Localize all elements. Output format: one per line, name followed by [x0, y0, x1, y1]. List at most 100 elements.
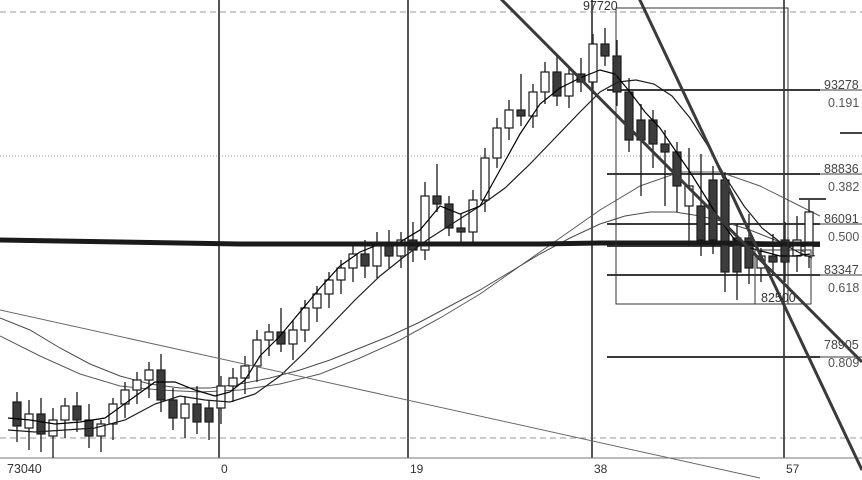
ma-short-line — [7, 69, 811, 425]
candle-body-49 — [600, 43, 610, 57]
candle-5 — [72, 392, 82, 432]
candle-body-27 — [336, 267, 346, 281]
candle-1 — [24, 400, 34, 450]
candle-28 — [348, 244, 358, 282]
candle-17 — [216, 376, 226, 424]
candle-11 — [144, 362, 154, 398]
candle-53 — [648, 110, 658, 168]
candle-57 — [696, 154, 706, 256]
candle-body-26 — [324, 279, 334, 295]
candle-body-1 — [24, 413, 34, 429]
candle-15 — [192, 386, 202, 434]
candle-body-29 — [360, 253, 370, 267]
ma-very-long-path — [0, 237, 820, 247]
vertical-gridlines — [0, 0, 862, 459]
candle-body-30 — [372, 245, 382, 267]
ma-outer-path — [0, 171, 821, 393]
x-tick-38: 38 — [594, 462, 608, 476]
candle-body-13 — [168, 399, 178, 419]
candle-24 — [300, 300, 310, 342]
selection-box[interactable] — [754, 249, 812, 305]
ma-medium-line — [7, 79, 813, 433]
fib-ratio-0618: 0.618 — [828, 281, 860, 295]
candle-body-51 — [624, 91, 634, 141]
fib-price-0618: 83347 — [824, 263, 859, 277]
candle-body-11 — [144, 369, 154, 381]
ma-short-path — [7, 69, 811, 425]
candle-body-66 — [804, 211, 814, 257]
candle-19 — [240, 356, 250, 394]
fib-ratio-0382: 0.382 — [828, 180, 860, 194]
trendline-support[interactable] — [0, 309, 761, 479]
fib-ratio-0500: 0.500 — [828, 230, 860, 244]
candle-63 — [768, 234, 778, 276]
candle-body-7 — [96, 423, 106, 437]
candle-39 — [480, 148, 490, 212]
top-price-annotation: 97720 — [583, 0, 618, 13]
candle-body-24 — [300, 307, 310, 331]
candle-0 — [12, 392, 22, 442]
trendline-lower[interactable] — [638, 0, 862, 471]
candle-32 — [396, 232, 406, 268]
candle-body-35 — [432, 195, 442, 205]
candle-7 — [96, 420, 106, 452]
candle-body-45 — [552, 71, 562, 97]
candle-body-22 — [276, 331, 286, 345]
candle-40 — [492, 118, 502, 168]
candle-body-28 — [348, 253, 358, 269]
candle-14 — [180, 396, 190, 438]
candle-6 — [84, 404, 94, 448]
candle-8 — [108, 398, 118, 440]
candle-body-4 — [60, 405, 70, 421]
x-tick-57: 57 — [786, 462, 800, 476]
candle-body-10 — [132, 379, 142, 391]
candle-21 — [264, 324, 274, 356]
candle-body-42 — [516, 109, 526, 117]
candle-body-5 — [72, 405, 82, 421]
ma-outer-line — [0, 171, 821, 393]
candle-49 — [600, 28, 610, 66]
candle-54 — [660, 130, 670, 206]
candle-body-3 — [48, 419, 58, 437]
candle-body-12 — [156, 369, 166, 401]
candle-body-36 — [444, 203, 454, 229]
candle-body-64 — [780, 239, 790, 263]
candle-23 — [288, 320, 298, 360]
candle-body-44 — [540, 71, 550, 93]
candle-36 — [444, 196, 454, 236]
candle-body-0 — [12, 401, 22, 427]
horizontal-gridlines — [0, 11, 862, 439]
candle-9 — [120, 382, 130, 418]
tall-drawing-box[interactable] — [615, 7, 789, 305]
candle-35 — [432, 164, 442, 212]
x-tick-19: 19 — [410, 462, 424, 476]
candle-44 — [540, 62, 550, 104]
candle-body-32 — [396, 239, 406, 257]
candle-body-48 — [588, 43, 598, 83]
candle-body-54 — [660, 143, 670, 153]
candle-body-19 — [240, 365, 250, 379]
trendline-upper[interactable] — [498, 0, 862, 364]
candle-body-37 — [456, 227, 466, 233]
candle-18 — [228, 368, 238, 402]
box-price-annotation: 82500 — [761, 291, 796, 305]
candle-42 — [516, 74, 526, 126]
drawing-boxes[interactable] — [615, 7, 812, 305]
candle-50 — [612, 40, 622, 106]
candle-56 — [684, 148, 694, 246]
candle-body-34 — [420, 195, 430, 251]
candle-body-21 — [264, 331, 274, 341]
fib-price-0191: 93278 — [824, 78, 859, 92]
candle-body-17 — [216, 385, 226, 409]
fib-price-0500: 86091 — [824, 212, 859, 226]
candle-body-8 — [108, 403, 118, 425]
candle-2 — [36, 398, 46, 452]
candle-31 — [384, 230, 394, 268]
ma-very-long-line — [0, 237, 820, 247]
candle-41 — [504, 100, 514, 140]
candle-body-15 — [192, 403, 202, 423]
candle-48 — [588, 34, 598, 94]
